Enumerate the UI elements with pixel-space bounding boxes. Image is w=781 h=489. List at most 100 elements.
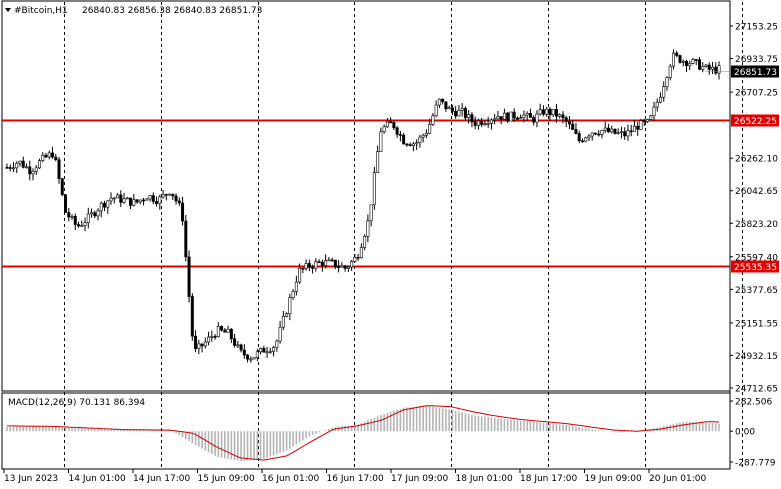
candle [613,128,617,135]
candle-body [138,199,142,203]
candle [314,258,318,272]
candle [294,275,298,296]
candle [483,120,487,127]
candle-body [359,247,363,259]
candle [447,105,451,110]
candle-body [606,127,610,133]
candle [421,133,425,143]
candle [15,161,19,174]
candle [606,123,610,133]
candle [509,111,513,122]
candle-body [473,121,477,126]
candle-body [301,267,305,270]
candle [333,259,337,270]
candle-body [103,202,107,208]
candle [467,110,471,124]
candle-body [694,59,698,61]
time-tick-label: 17 Jun 09:00 [391,474,448,484]
candle-body [558,114,562,117]
collapse-triangle-icon[interactable] [5,8,11,12]
candle-body [184,220,188,258]
candle-body [639,120,643,130]
candle [181,196,185,226]
candle [372,166,376,210]
candle [60,177,64,197]
candle [5,163,9,169]
candle [538,103,542,116]
candle-body [132,199,136,206]
candle-body [18,160,22,164]
candle-body [577,133,581,142]
candle-body [392,121,396,129]
candle [272,345,276,357]
candle-body [603,127,607,131]
candle-body [298,267,302,283]
candle [548,107,552,121]
candle [288,293,292,321]
candle [616,128,620,135]
candle [41,152,45,163]
candle [155,196,159,207]
candle-body [681,60,685,63]
candle [681,59,685,67]
candle [415,139,419,150]
candle [561,111,565,124]
candle-body [483,123,487,126]
candle-body [395,127,399,135]
candle-body [229,328,233,340]
candle-body [8,167,12,169]
candle-body [476,120,480,126]
candle [697,56,701,71]
candle-body [340,265,344,268]
candle-body [135,199,139,203]
candle-body [418,136,422,144]
candle-body [658,96,662,103]
candle-body [493,118,497,121]
candle [275,339,279,352]
candle [567,115,571,129]
candle-body [590,132,594,137]
candle-body [421,134,425,138]
candle-body [259,347,263,353]
candle-body [385,121,389,128]
candle-body [597,133,601,136]
candle-body [262,347,266,353]
candle [629,124,633,137]
candle [532,115,536,126]
candle [129,197,133,210]
time-tick-label: 20 Jun 01:00 [649,474,706,484]
candle [649,114,653,121]
candle [564,115,568,127]
candle-body [116,194,120,199]
candle [112,197,116,204]
candle [593,132,597,136]
candle-body [535,113,539,123]
candle [83,217,87,232]
candle-body [382,126,386,133]
candle-body [645,119,649,122]
candle [337,260,341,273]
candle-body [584,137,588,142]
candle [197,339,201,355]
candle [190,293,194,341]
candle [519,114,523,119]
candle-body [688,63,692,66]
candle-body [551,109,555,116]
candle-body [187,256,191,297]
candle [184,215,188,262]
candle [220,325,224,332]
price-tick-label: 25377.65 [735,286,778,296]
candle [411,141,415,152]
candle [402,132,406,145]
candle [603,121,607,133]
candle [379,127,383,153]
candle [226,325,230,333]
candle [506,111,510,124]
candle-body [363,236,367,248]
candle [177,197,181,206]
candle-body [73,216,77,225]
candle-body [405,143,409,146]
candle-body [307,263,311,268]
candle [424,129,428,139]
candle [213,333,217,340]
